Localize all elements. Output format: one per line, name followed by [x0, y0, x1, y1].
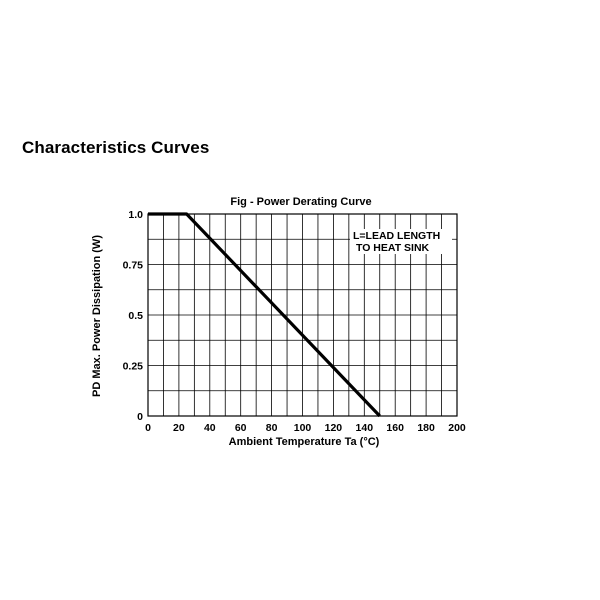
series	[148, 212, 381, 418]
series-line	[148, 212, 381, 418]
x-tick-label: 120	[325, 422, 343, 434]
x-tick-label: 40	[204, 422, 216, 434]
plot-frame	[147, 213, 458, 417]
x-tick-label: 80	[266, 422, 278, 434]
y-tick-label: 0.25	[123, 361, 144, 373]
y-tick-label: 0.5	[128, 310, 143, 322]
annotation-heat-sink: TO HEAT SINK	[356, 242, 430, 254]
grid	[148, 214, 457, 416]
y-tick-label: 1.0	[128, 209, 143, 221]
x-tick-label: 20	[173, 422, 185, 434]
y-tick-label: 0	[137, 411, 143, 423]
y-axis-label: PD Max. Power Dissipation (W)	[91, 235, 103, 397]
annotation-lead-length: L=LEAD LENGTH	[353, 230, 440, 242]
section-title: Characteristics Curves	[22, 138, 210, 157]
chart-title: Fig - Power Derating Curve	[230, 196, 371, 208]
x-tick-label: 160	[386, 422, 404, 434]
x-tick-label: 60	[235, 422, 247, 434]
x-tick-label: 100	[294, 422, 312, 434]
x-tick-label: 140	[356, 422, 374, 434]
x-tick-label: 200	[448, 422, 466, 434]
y-tick-label: 0.75	[123, 260, 144, 272]
x-axis-label: Ambient Temperature Ta (°C)	[229, 436, 380, 448]
x-tick-label: 180	[417, 422, 435, 434]
x-tick-label: 0	[145, 422, 151, 434]
annotation-background	[350, 229, 452, 254]
tick-labels: 0 20 40 60 80 100 120 140 160 180 200 0 0.25 0.5 0.75 1…	[123, 209, 466, 434]
